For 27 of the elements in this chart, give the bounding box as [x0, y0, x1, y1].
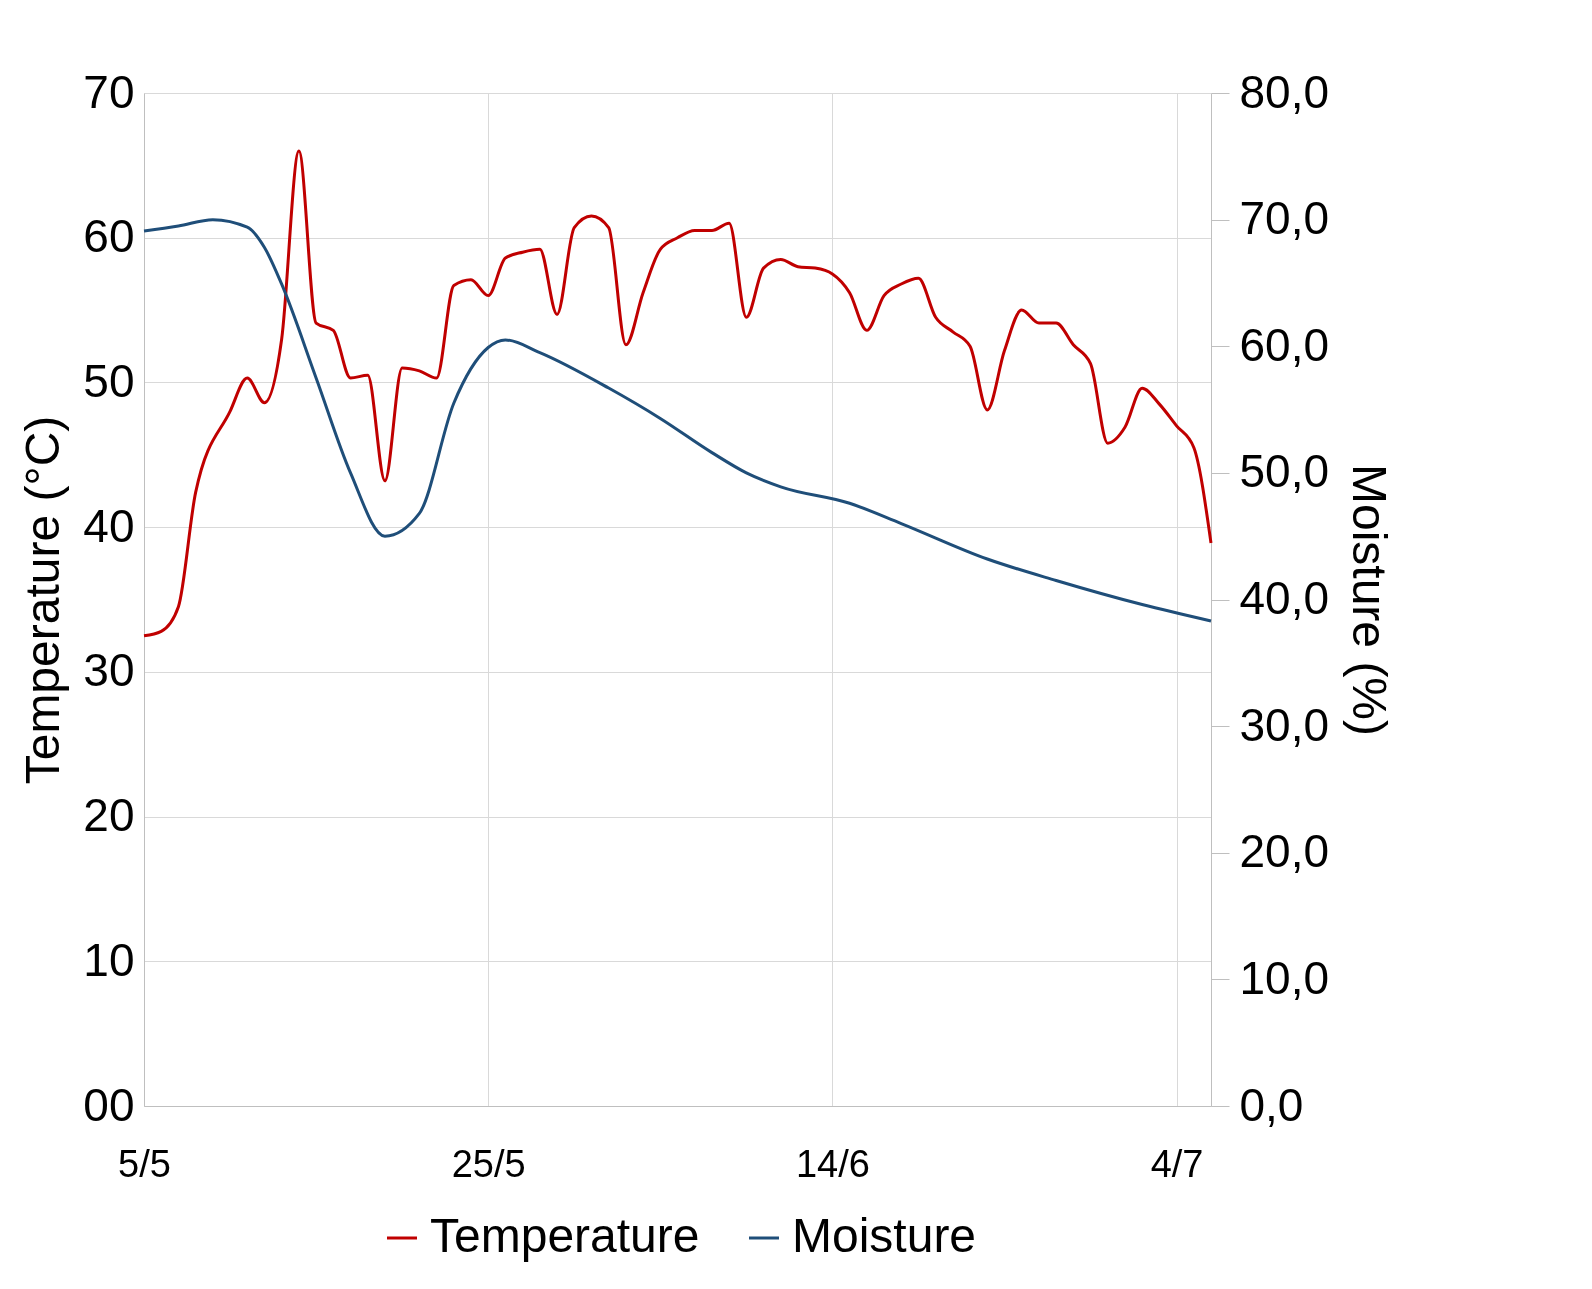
y-tick-label: 20: [83, 789, 135, 842]
y-tick-label: 00: [83, 1078, 135, 1131]
y-tick-label: 40: [83, 499, 135, 552]
y2-tick-label: 70,0: [1239, 192, 1330, 245]
legend-label: Moisture: [792, 1209, 977, 1262]
y2-tick-label: 60,0: [1239, 318, 1330, 371]
x-tick-label: 4/7: [1150, 1142, 1204, 1185]
y2-tick-label: 30,0: [1239, 698, 1330, 751]
y2-tick-label: 20,0: [1239, 825, 1330, 878]
line-series: [142, 149, 1213, 638]
x-tick-label: 14/6: [795, 1142, 870, 1185]
y2-axis-title: Moisture (%): [1343, 463, 1397, 737]
y-axis-title: Temperature (°C): [16, 415, 70, 785]
y-tick-label: 70: [83, 65, 135, 118]
y-tick-label: 60: [83, 210, 135, 263]
y-tick-label: 10: [83, 933, 135, 986]
x-tick-label: 25/5: [451, 1142, 526, 1185]
y-tick-label: 30: [83, 644, 135, 697]
y2-tick-label: 40,0: [1239, 572, 1330, 624]
y2-tick-label: 0,0: [1239, 1078, 1304, 1131]
x-tick-label: 5/5: [118, 1142, 171, 1185]
line-series: [142, 218, 1213, 623]
y2-tick-label: 10,0: [1239, 951, 1330, 1004]
y2-tick-label: 50,0: [1239, 445, 1330, 498]
y-tick-label: 50: [83, 354, 135, 407]
y2-tick-label: 80,0: [1239, 65, 1330, 118]
legend-label: Temperature: [430, 1209, 700, 1262]
